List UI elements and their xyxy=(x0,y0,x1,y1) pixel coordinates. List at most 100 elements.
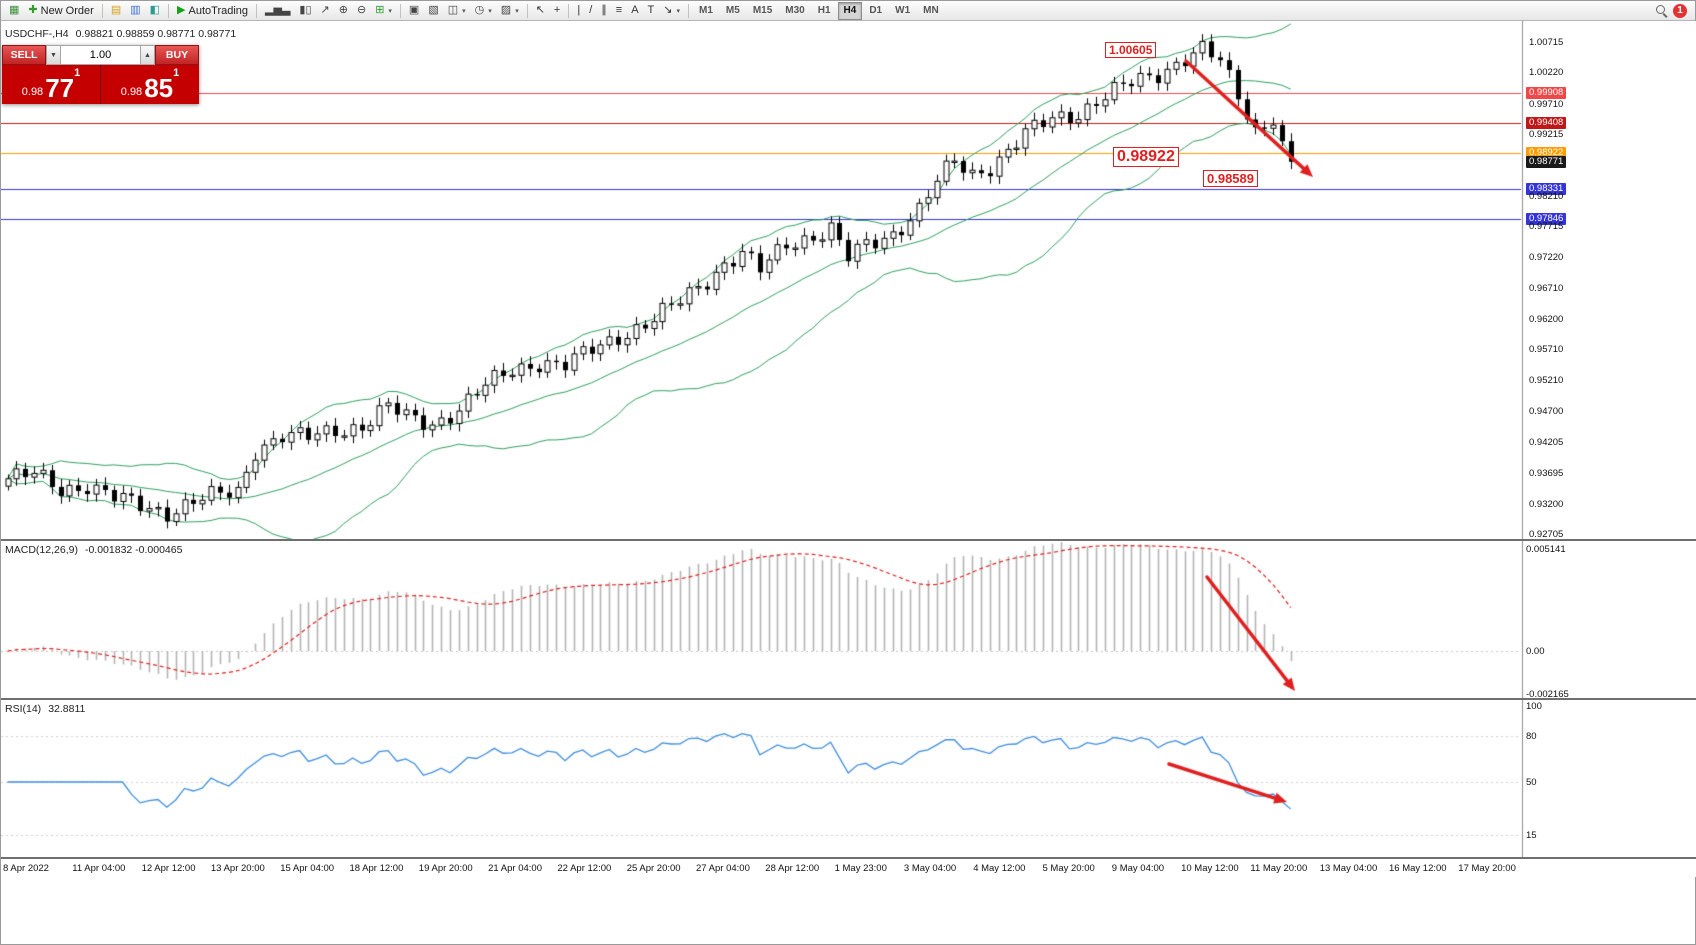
volume-input[interactable] xyxy=(61,45,140,65)
shapes-icon[interactable]: ↘ ▾ xyxy=(659,2,684,20)
chart-symbol-label: USDCHF-,H4 0.98821 0.98859 0.98771 0.9877… xyxy=(5,28,236,40)
zoom-in-icon[interactable]: ⊕ xyxy=(335,2,352,20)
vertical-line-icon: | xyxy=(577,4,581,16)
one-click-trading-panel: SELL ▼ ▲ BUY 0.98 77 1 0.98 85 1 xyxy=(2,45,199,104)
metaeditor-icon[interactable]: ▤ xyxy=(107,2,125,20)
time-axis-label: 4 May 12:00 xyxy=(973,863,1026,874)
autotrading-button[interactable]: ▶ AutoTrading xyxy=(173,2,252,20)
templates-icon[interactable]: ▨ ▾ xyxy=(497,2,523,20)
timeframe-m30-button[interactable]: M30 xyxy=(779,2,810,20)
label-icon[interactable]: T xyxy=(644,2,659,20)
bar-chart-icon[interactable]: ▂▅▃ xyxy=(261,2,294,20)
tile-windows-icon[interactable]: ▣ xyxy=(405,2,423,20)
market-watch-icon[interactable]: ▥ xyxy=(126,2,144,20)
macd-axis-label: 0.005141 xyxy=(1526,544,1566,555)
market-watch-icon: ▥ xyxy=(130,4,141,16)
level-price-label: 0.98922 xyxy=(1526,147,1567,160)
cursor-icon[interactable]: ↖ xyxy=(532,2,549,20)
sell-price-big: 77 xyxy=(45,73,75,103)
new-chart-icon: ▦ xyxy=(9,4,20,16)
new-window-icon[interactable]: ◫ ▾ xyxy=(444,2,470,20)
main-chart-canvas[interactable] xyxy=(1,21,1576,539)
timeframe-m1-button[interactable]: M1 xyxy=(693,2,719,20)
zoom-in-icon: ⊕ xyxy=(338,4,348,16)
crosshair-icon[interactable]: + xyxy=(550,2,564,20)
line-chart-icon: ↗ xyxy=(320,4,330,16)
zoom-out-icon: ⊖ xyxy=(356,4,367,16)
price-tick-label: 0.97220 xyxy=(1529,251,1564,263)
macd-axis-label: -0.002165 xyxy=(1526,689,1569,698)
price-annotation[interactable]: 0.98589 xyxy=(1203,170,1258,187)
rsi-axis-label: 80 xyxy=(1526,731,1537,743)
new-chart-icon[interactable]: ▦ xyxy=(5,2,23,20)
sell-button[interactable]: SELL xyxy=(2,45,46,65)
timeframe-m15-button[interactable]: M15 xyxy=(747,2,778,20)
sell-price[interactable]: 0.98 77 1 xyxy=(2,65,101,104)
candlestick-chart-icon: ▮▯ xyxy=(299,4,312,16)
line-chart-icon[interactable]: ↗ xyxy=(317,2,334,20)
main-chart-pane[interactable]: USDCHF-,H4 0.98821 0.98859 0.98771 0.9877… xyxy=(1,21,1696,539)
buy-button[interactable]: BUY xyxy=(155,45,199,65)
rsi-pane[interactable]: RSI(14) 32.8811 100 80 50 15 xyxy=(1,698,1696,857)
price-tick-label: 1.00715 xyxy=(1529,37,1564,48)
new-order-button[interactable]: ✚ New Order xyxy=(24,2,97,20)
buy-price[interactable]: 0.98 85 1 xyxy=(101,65,199,104)
timeframe-h4-button[interactable]: H4 xyxy=(837,1,863,20)
price-annotation[interactable]: 1.00605 xyxy=(1105,42,1157,58)
timeframe-mn-button[interactable]: MN xyxy=(917,2,945,20)
new-order-button: ✚ xyxy=(28,4,38,16)
text-icon[interactable]: A xyxy=(627,2,642,20)
rsi-name: RSI(14) xyxy=(5,703,42,715)
candlestick-chart-icon[interactable]: ▮▯ xyxy=(295,2,315,20)
channel-icon: ∥ xyxy=(601,4,607,16)
data-window-icon[interactable]: ◧ xyxy=(146,2,164,20)
fibonacci-icon[interactable]: ≡ xyxy=(612,2,626,20)
trade-panel-prices: 0.98 77 1 0.98 85 1 xyxy=(2,65,199,104)
zoom-out-icon[interactable]: ⊖ xyxy=(353,2,370,20)
time-axis-label: 25 Apr 20:00 xyxy=(626,863,681,874)
rsi-label: RSI(14) 32.8811 xyxy=(5,703,85,715)
label-icon: T xyxy=(647,4,655,16)
metaeditor-icon: ▤ xyxy=(110,4,122,16)
search-icon[interactable] xyxy=(1651,2,1672,20)
rsi-canvas[interactable] xyxy=(1,700,1576,857)
timeframe-m5-button[interactable]: M5 xyxy=(720,2,746,20)
timeframe-w1-button[interactable]: W1 xyxy=(889,2,916,20)
rsi-axis-label: 15 xyxy=(1526,830,1537,842)
time-axis-label: 9 May 04:00 xyxy=(1111,863,1165,874)
price-tick-label: 0.94205 xyxy=(1529,436,1564,448)
time-axis[interactable]: 8 Apr 2022 11 Apr 04:00 12 Apr 12:00 13 Apr… xyxy=(1,857,1696,877)
price-tick-label: 0.93200 xyxy=(1529,498,1564,510)
channel-icon[interactable]: ∥ xyxy=(597,2,611,20)
vertical-line-icon[interactable]: | xyxy=(573,2,584,20)
tile-windows-icon: ▣ xyxy=(408,4,420,16)
data-window-icon: ◧ xyxy=(149,4,161,16)
time-axis-label: 1 May 23:00 xyxy=(834,863,887,874)
timeframe-h1-button[interactable]: H1 xyxy=(812,2,837,20)
indicators-icon[interactable]: ⊞ ▾ xyxy=(371,2,396,20)
rsi-axis-label: 50 xyxy=(1526,777,1537,788)
symbol-period-text: USDCHF-,H4 xyxy=(5,28,69,40)
volume-down-button[interactable]: ▼ xyxy=(46,45,61,65)
price-tick-label: 0.95210 xyxy=(1529,375,1564,387)
toolbar: ▦ ✚ New Order ▤ ▥ ◧ ▶ AutoTrading ▂▅▃ ▮▯ ↗ ⊕ ⊖ ⊞ ▾ ▣ ▧ ◫ ▾… xyxy=(1,1,1695,21)
price-tick-label: 0.92705 xyxy=(1529,528,1564,539)
sell-price-small: 0.98 xyxy=(21,86,44,98)
level-price-label: 0.98331 xyxy=(1526,183,1567,196)
macd-axis-label: 0.00 xyxy=(1526,646,1545,658)
macd-canvas[interactable] xyxy=(1,541,1576,698)
price-tick-label: 0.98210 xyxy=(1529,190,1564,202)
macd-pane[interactable]: MACD(12,26,9) -0.001832 -0.000465 0.00514… xyxy=(1,539,1696,698)
cascade-windows-icon[interactable]: ▧ xyxy=(424,2,442,20)
trendline-icon[interactable]: / xyxy=(585,2,596,20)
period-icon: ◷ xyxy=(474,4,485,16)
period-icon[interactable]: ◷ ▾ xyxy=(471,2,496,20)
notification-badge[interactable]: 1 xyxy=(1673,3,1687,18)
dropdown-caret-icon: ▾ xyxy=(488,7,492,15)
price-annotation[interactable]: 0.98922 xyxy=(1113,147,1179,167)
price-tick-label: 1.00220 xyxy=(1529,67,1564,79)
volume-up-button[interactable]: ▲ xyxy=(140,45,155,65)
toolbar-separator xyxy=(526,3,528,18)
buy-price-small: 0.98 xyxy=(120,86,143,98)
timeframe-d1-button[interactable]: D1 xyxy=(863,2,888,20)
